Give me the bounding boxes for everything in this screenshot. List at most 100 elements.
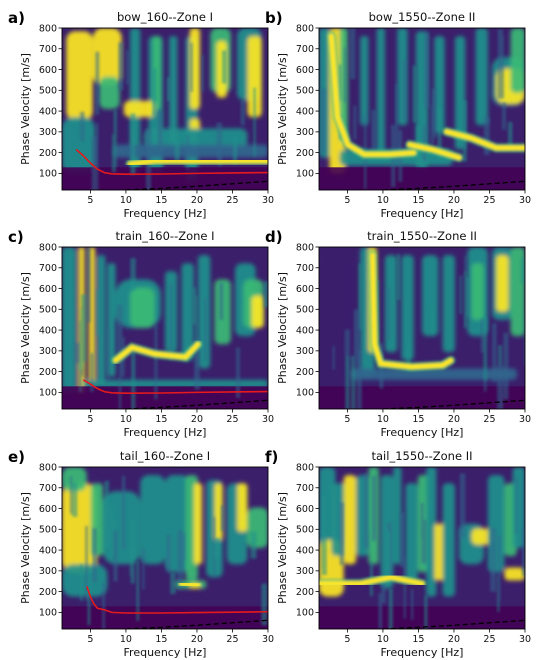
plot-frame (318, 27, 526, 191)
x-tick-label: 30 (262, 634, 274, 645)
plot-frame (61, 27, 269, 191)
y-tick-label: 200 (39, 367, 57, 378)
panel-title: bow_1550--Zone II (369, 10, 476, 24)
y-axis-label: Phase Velocity [m/s] (19, 272, 32, 384)
panel-letter: f) (265, 448, 278, 466)
x-tick-label: 15 (155, 195, 167, 206)
x-tick-label: 5 (87, 414, 93, 425)
x-tick-label: 30 (262, 414, 274, 425)
x-tick-label: 5 (344, 414, 350, 425)
x-tick-label: 25 (226, 195, 238, 206)
panel-letter: c) (8, 228, 24, 246)
x-tick-label: 30 (519, 634, 531, 645)
y-tick-label: 200 (296, 367, 314, 378)
y-tick-label: 300 (296, 127, 314, 138)
x-tick-label: 20 (448, 414, 460, 425)
plot-frame (318, 246, 526, 410)
y-tick-label: 800 (296, 242, 314, 253)
panel-letter: b) (265, 9, 283, 27)
y-tick-label: 200 (296, 587, 314, 598)
panel-c: 5 10 15 20 25 30 100 200 300 400 500 600 700 800 train… (8, 228, 274, 439)
x-tick-label: 5 (87, 634, 93, 645)
panel-b: 5 10 15 20 25 30 100 200 300 400 500 600 700 800 bow_1… (265, 9, 531, 220)
y-axis-label: Phase Velocity [m/s] (19, 492, 32, 604)
panel-d: 5 10 15 20 25 30 100 200 300 400 500 600 700 800 train… (265, 228, 531, 439)
x-tick-label: 30 (519, 414, 531, 425)
panel-letter: d) (265, 228, 283, 246)
y-tick-label: 300 (39, 346, 57, 357)
x-tick-label: 25 (483, 634, 495, 645)
y-tick-label: 600 (39, 65, 57, 76)
y-tick-label: 500 (296, 305, 314, 316)
y-tick-label: 400 (296, 106, 314, 117)
x-tick-label: 5 (87, 195, 93, 206)
y-tick-label: 600 (39, 284, 57, 295)
y-tick-label: 300 (39, 566, 57, 577)
heatmap (319, 28, 525, 190)
y-tick-label: 800 (296, 23, 314, 34)
x-axis-label: Frequency [Hz] (124, 646, 207, 659)
x-tick-label: 25 (226, 414, 238, 425)
y-tick-label: 300 (296, 346, 314, 357)
x-tick-label: 15 (412, 414, 424, 425)
x-tick-label: 10 (120, 195, 132, 206)
x-axis-label: Frequency [Hz] (124, 426, 207, 439)
panel-title: train_1550--Zone II (367, 229, 477, 243)
plot-frame (61, 246, 269, 410)
y-tick-label: 100 (296, 608, 314, 619)
y-axis-label: Phase Velocity [m/s] (19, 53, 32, 165)
y-tick-label: 400 (39, 545, 57, 556)
y-tick-label: 700 (39, 44, 57, 55)
x-axis-label: Frequency [Hz] (381, 646, 464, 659)
y-tick-label: 800 (39, 462, 57, 473)
y-tick-label: 500 (39, 305, 57, 316)
y-tick-label: 400 (296, 325, 314, 336)
panel-title: train_160--Zone I (115, 229, 214, 243)
y-tick-label: 700 (296, 263, 314, 274)
panel-letter: e) (8, 448, 25, 466)
y-tick-label: 400 (296, 545, 314, 556)
y-tick-label: 500 (39, 86, 57, 97)
y-tick-label: 700 (296, 483, 314, 494)
y-tick-label: 300 (39, 127, 57, 138)
y-tick-label: 600 (39, 504, 57, 515)
x-tick-label: 10 (120, 414, 132, 425)
x-tick-label: 15 (412, 634, 424, 645)
x-tick-label: 10 (377, 195, 389, 206)
y-tick-label: 100 (39, 169, 57, 180)
y-tick-label: 100 (296, 169, 314, 180)
x-tick-label: 10 (120, 634, 132, 645)
x-tick-label: 15 (155, 414, 167, 425)
panel-f: 5 10 15 20 25 30 100 200 300 400 500 600 700 800 tail_… (265, 448, 531, 659)
x-tick-label: 15 (155, 634, 167, 645)
y-tick-label: 400 (39, 106, 57, 117)
x-tick-label: 25 (483, 414, 495, 425)
y-tick-label: 200 (39, 587, 57, 598)
x-axis-label: Frequency [Hz] (381, 426, 464, 439)
y-tick-label: 800 (39, 23, 57, 34)
heatmap (62, 247, 268, 409)
x-axis-label: Frequency [Hz] (124, 207, 207, 220)
x-tick-label: 5 (344, 195, 350, 206)
x-tick-label: 25 (483, 195, 495, 206)
y-tick-label: 800 (39, 242, 57, 253)
y-tick-label: 200 (296, 148, 314, 159)
y-tick-label: 200 (39, 148, 57, 159)
x-tick-label: 15 (412, 195, 424, 206)
y-tick-label: 100 (39, 608, 57, 619)
y-tick-label: 600 (296, 504, 314, 515)
y-axis-label: Phase Velocity [m/s] (276, 272, 289, 384)
dispersion-curve (82, 379, 268, 395)
x-tick-label: 20 (191, 414, 203, 425)
y-tick-label: 100 (39, 388, 57, 399)
y-tick-label: 700 (39, 263, 57, 274)
dispersion-curve (75, 148, 268, 176)
x-tick-label: 30 (519, 195, 531, 206)
x-tick-label: 20 (448, 634, 460, 645)
plot-frame (318, 466, 526, 630)
y-tick-label: 600 (296, 65, 314, 76)
y-tick-label: 500 (39, 525, 57, 536)
heatmap (319, 247, 525, 409)
y-tick-label: 500 (296, 525, 314, 536)
